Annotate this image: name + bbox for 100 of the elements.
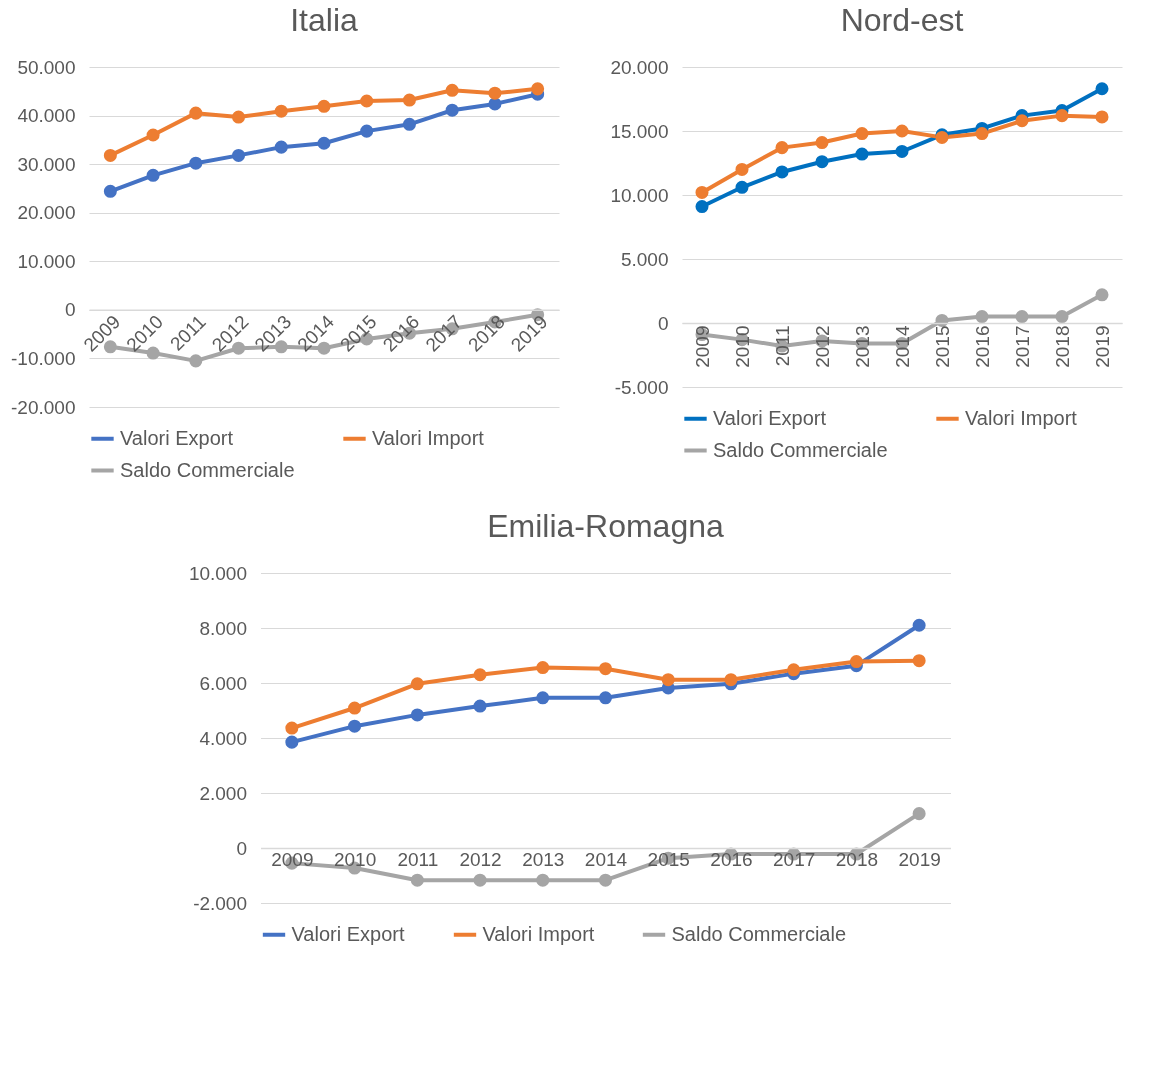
x-tick-label: 2016 [710, 848, 753, 870]
point [189, 106, 203, 120]
point [274, 104, 288, 118]
point [232, 110, 246, 124]
point [775, 141, 789, 155]
point [360, 124, 374, 138]
point [531, 82, 545, 96]
point [103, 148, 117, 162]
x-tick-label: 2017 [773, 848, 816, 870]
point [661, 673, 675, 687]
point [912, 654, 926, 668]
y-tick-label: 8.000 [199, 617, 247, 639]
y-tick-label: 4.000 [199, 727, 247, 749]
y-tick-label: 15.000 [610, 120, 669, 142]
point [536, 661, 550, 675]
point [146, 128, 160, 142]
point [815, 155, 829, 169]
point [895, 144, 909, 158]
point [598, 662, 613, 676]
point [598, 873, 613, 887]
y-tick-label: -10.000 [11, 347, 76, 369]
point [598, 691, 613, 705]
point [445, 83, 459, 97]
point [775, 165, 789, 179]
point [348, 719, 362, 733]
x-tick-label: 2015 [647, 848, 690, 870]
legend-label: Valori Export [120, 426, 234, 449]
x-tick-label: 2012 [459, 848, 502, 870]
y-tick-label: -2.000 [193, 892, 247, 914]
y-tick-label: 10.000 [17, 250, 76, 272]
y-tick-label: 10.000 [610, 184, 669, 206]
point [410, 873, 424, 887]
point [895, 124, 909, 138]
point [849, 655, 863, 669]
point [695, 185, 709, 199]
point [1015, 114, 1029, 128]
point [488, 86, 502, 100]
y-tick-label: 0 [236, 837, 247, 859]
point [815, 136, 829, 150]
point [445, 103, 459, 117]
x-tick-label: 2018 [835, 848, 879, 870]
legend-label: Valori Export [291, 922, 405, 945]
y-tick-label: -20.000 [11, 396, 76, 418]
x-tick-label: 2014 [584, 848, 628, 870]
point [912, 807, 926, 821]
x-tick-label: 2015 [931, 325, 953, 368]
y-tick-label: 30.000 [17, 153, 76, 175]
y-tick-label: 0 [657, 312, 669, 334]
point [285, 735, 299, 749]
point [855, 147, 869, 161]
point [285, 721, 299, 735]
y-tick-label: 10.000 [188, 562, 247, 584]
point [473, 699, 487, 713]
y-tick-label: 2.000 [199, 782, 247, 804]
point [360, 94, 374, 108]
x-tick-label: 2019 [1091, 325, 1113, 368]
point [189, 156, 203, 170]
point [912, 618, 926, 632]
point [274, 140, 288, 154]
y-tick-label: 20.000 [17, 202, 76, 224]
x-tick-label: 2012 [811, 325, 833, 368]
legend-label: Valori Import [372, 426, 485, 449]
chart-title: Italia [290, 2, 358, 38]
y-tick-label: 6.000 [199, 672, 247, 694]
point [1095, 110, 1109, 124]
legend-label: Saldo Commerciale [120, 458, 295, 481]
point [724, 673, 738, 687]
point [1015, 310, 1029, 324]
chart-title: Nord-est [840, 2, 964, 38]
point [410, 708, 424, 722]
point [348, 701, 362, 715]
point [410, 677, 424, 691]
legend-label: Saldo Commerciale [713, 438, 888, 461]
legend-label: Valori Import [965, 406, 1078, 429]
point [402, 93, 416, 107]
x-tick-label: 2013 [522, 848, 565, 870]
x-tick-label: 2010 [731, 325, 753, 368]
point [975, 310, 989, 324]
point [1055, 310, 1069, 324]
legend-label: Saldo Commerciale [671, 922, 847, 945]
x-tick-label: 2013 [851, 325, 873, 368]
point [1095, 82, 1109, 96]
y-tick-label: 20.000 [610, 56, 669, 78]
x-tick-label: 2009 [691, 325, 713, 368]
point [189, 354, 203, 368]
x-tick-label: 2014 [891, 325, 913, 368]
chart-title: Emilia-Romagna [487, 508, 724, 544]
x-tick-label: 2017 [1011, 325, 1033, 368]
x-tick-label: 2010 [333, 848, 377, 870]
x-tick-label: 2018 [1051, 325, 1073, 368]
y-tick-label: 0 [64, 299, 76, 321]
point [1095, 288, 1109, 302]
point [1055, 109, 1069, 123]
point [103, 184, 117, 198]
point [787, 663, 801, 677]
y-tick-label: 50.000 [17, 56, 76, 78]
point [317, 99, 331, 113]
point [735, 162, 749, 176]
point [473, 873, 487, 887]
point [536, 691, 550, 705]
